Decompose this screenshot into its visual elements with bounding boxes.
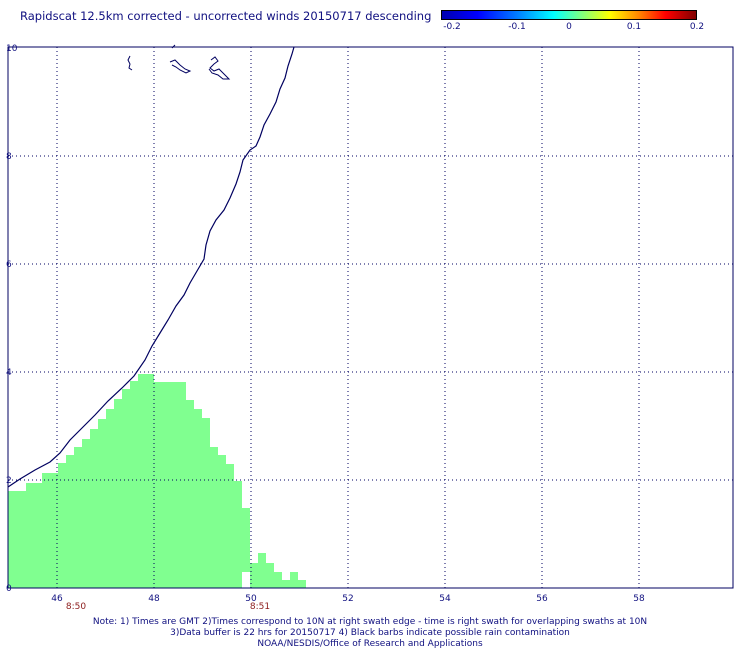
swath-time-label: 8:51 [250,602,270,612]
grid [8,47,733,588]
y-tick-label: 2 [6,476,12,486]
y-tick-label: 8 [6,152,12,162]
colorbar-tick: 0.1 [626,22,642,32]
colorbar-tick: 0 [566,22,572,32]
footnote-line-3: NOAA/NESDIS/Office of Research and Appli… [257,639,483,649]
x-tick-label: 52 [342,594,353,604]
map-title: Rapidscat 12.5km corrected - uncorrected… [20,9,432,23]
x-tick-label: 58 [633,594,645,604]
plot-frame [7,46,734,589]
x-tick-label: 56 [536,594,548,604]
y-tick-label: 6 [6,260,12,270]
swath-gap [242,572,250,588]
y-tick-label: 4 [6,368,12,378]
island [127,55,133,71]
colorbar-tick: -0.1 [508,22,526,32]
footnote-line-1: Note: 1) Times are GMT 2)Times correspon… [92,617,648,627]
x-tick-label: 50 [245,594,257,604]
footnote-line-2: 3)Data buffer is 22 hrs for 20150717 4) … [170,628,570,638]
color-scale-bar [441,10,697,20]
x-tick-label: 54 [439,594,451,604]
colorbar-tick: -0.2 [443,22,461,32]
y-tick-label: 0 [6,584,12,594]
island [169,44,192,74]
island [208,56,231,80]
coastline [7,46,295,488]
swath-coverage-area [8,374,306,588]
colorbar-tick: 0.2 [689,22,705,32]
x-tick-label: 48 [148,594,160,604]
x-tick-label: 46 [51,594,63,604]
swath-time-label: 8:50 [66,602,86,612]
y-tick-label: 10 [6,44,18,54]
